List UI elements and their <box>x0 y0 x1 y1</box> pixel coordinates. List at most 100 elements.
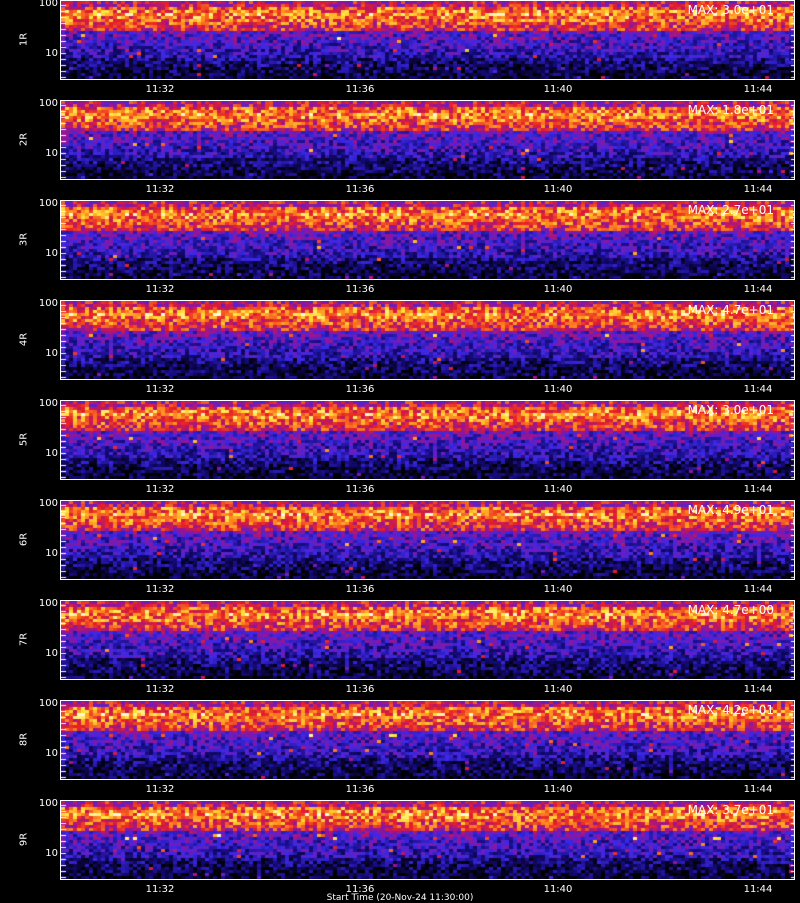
panel-label: 9R <box>18 832 30 847</box>
x-tick-label: 11:44 <box>743 684 773 695</box>
panel-4R: 4R 100 10 MAX: 4.7e+01 11:32 11:36 11:40 11:44 <box>0 298 800 400</box>
x-tick-label: 11:44 <box>743 384 773 395</box>
x-tick-label: 11:44 <box>743 484 773 495</box>
spectrogram-plot: MAX: 2.7e+01 <box>60 200 795 280</box>
x-tick-label: 11:40 <box>543 884 573 895</box>
spectrogram-heatmap <box>61 401 794 479</box>
x-tick-label: 11:44 <box>743 84 773 95</box>
y-tick-label: 10 <box>45 848 58 859</box>
x-axis-title: Start Time (20-Nov-24 11:30:00) <box>326 893 474 903</box>
x-tick-label: 11:36 <box>345 684 375 695</box>
panel-1R: 1R 100 10 MAX: 3.0e+01 11:32 11:36 11:40 11:44 <box>0 0 800 100</box>
panel-5R: 5R 100 10 MAX: 3.0e+01 11:32 11:36 11:40 11:44 <box>0 398 800 500</box>
x-tick-label: 11:36 <box>345 784 375 795</box>
y-tick-label: 100 <box>38 798 58 809</box>
spectrogram-plot: MAX: 4.2e+01 <box>60 700 795 780</box>
spectrogram-plot: MAX: 4.7e+01 <box>60 300 795 380</box>
panel-label: 4R <box>18 332 30 347</box>
x-tick-label: 11:36 <box>345 384 375 395</box>
x-tick-label: 11:32 <box>145 484 175 495</box>
panel-3R: 3R 100 10 MAX: 2.7e+01 11:32 11:36 11:40 11:44 <box>0 198 800 300</box>
x-tick-label: 11:32 <box>145 884 175 895</box>
x-tick-label: 11:44 <box>743 184 773 195</box>
x-tick-label: 11:32 <box>145 184 175 195</box>
x-tick-label: 11:40 <box>543 784 573 795</box>
x-tick-label: 11:36 <box>345 84 375 95</box>
x-tick-label: 11:32 <box>145 684 175 695</box>
spectrogram-heatmap <box>61 1 794 79</box>
spectrogram-plot: MAX: 4.9e+01 <box>60 500 795 580</box>
x-tick-label: 11:40 <box>543 584 573 595</box>
panel-label: 2R <box>18 132 30 147</box>
x-tick-label: 11:44 <box>743 884 773 895</box>
panel-label: 6R <box>18 532 30 547</box>
x-tick-label: 11:44 <box>743 784 773 795</box>
x-tick-label: 11:40 <box>543 84 573 95</box>
x-tick-label: 11:36 <box>345 484 375 495</box>
y-tick-label: 100 <box>38 198 58 209</box>
panel-label: 7R <box>18 632 30 647</box>
spectrogram-plot: MAX: 3.0e+01 <box>60 0 795 80</box>
x-tick-label: 11:36 <box>345 584 375 595</box>
panel-label: 8R <box>18 732 30 747</box>
max-value-label: MAX: 1.8e+01 <box>687 103 774 117</box>
y-tick-label: 10 <box>45 248 58 259</box>
x-tick-label: 11:40 <box>543 184 573 195</box>
x-tick-label: 11:40 <box>543 284 573 295</box>
y-tick-label: 10 <box>45 48 58 59</box>
x-tick-label: 11:36 <box>345 184 375 195</box>
max-value-label: MAX: 4.9e+01 <box>687 503 774 517</box>
spectrogram-heatmap <box>61 501 794 579</box>
spectrogram-plot: MAX: 3.7e+01 <box>60 800 795 880</box>
spectrogram-heatmap <box>61 201 794 279</box>
x-tick-label: 11:32 <box>145 284 175 295</box>
x-tick-label: 11:32 <box>145 384 175 395</box>
spectrogram-plot: MAX: 4.7e+00 <box>60 600 795 680</box>
x-tick-label: 11:44 <box>743 584 773 595</box>
spectrogram-heatmap <box>61 801 794 879</box>
max-value-label: MAX: 4.7e+01 <box>687 303 774 317</box>
panel-2R: 2R 100 10 MAX: 1.8e+01 11:32 11:36 11:40 11:44 <box>0 98 800 200</box>
max-value-label: MAX: 3.7e+01 <box>687 803 774 817</box>
panel-9R: 9R 100 10 MAX: 3.7e+01 11:32 11:36 11:40 11:44 <box>0 798 800 900</box>
y-tick-label: 100 <box>38 498 58 509</box>
y-tick-label: 100 <box>38 298 58 309</box>
y-tick-label: 100 <box>38 598 58 609</box>
x-tick-label: 11:40 <box>543 484 573 495</box>
y-tick-label: 100 <box>38 398 58 409</box>
x-tick-label: 11:40 <box>543 684 573 695</box>
spectrogram-plot: MAX: 3.0e+01 <box>60 400 795 480</box>
y-tick-label: 10 <box>45 748 58 759</box>
panel-label: 1R <box>18 32 30 47</box>
x-tick-label: 11:32 <box>145 584 175 595</box>
y-tick-label: 10 <box>45 648 58 659</box>
spectrogram-heatmap <box>61 601 794 679</box>
spectrogram-heatmap <box>61 301 794 379</box>
x-tick-label: 11:40 <box>543 384 573 395</box>
panel-6R: 6R 100 10 MAX: 4.9e+01 11:32 11:36 11:40 11:44 <box>0 498 800 600</box>
y-tick-label: 10 <box>45 348 58 359</box>
panel-label: 5R <box>18 432 30 447</box>
y-tick-label: 10 <box>45 448 58 459</box>
spectrogram-plot: MAX: 1.8e+01 <box>60 100 795 180</box>
y-tick-label: 100 <box>38 0 58 9</box>
panel-8R: 8R 100 10 MAX: 4.2e+01 11:32 11:36 11:40 11:44 <box>0 698 800 800</box>
x-tick-label: 11:44 <box>743 284 773 295</box>
max-value-label: MAX: 3.0e+01 <box>687 3 774 17</box>
panel-7R: 7R 100 10 MAX: 4.7e+00 11:32 11:36 11:40 11:44 <box>0 598 800 700</box>
panel-label: 3R <box>18 232 30 247</box>
max-value-label: MAX: 3.0e+01 <box>687 403 774 417</box>
max-value-label: MAX: 4.7e+00 <box>687 603 774 617</box>
y-tick-label: 10 <box>45 548 58 559</box>
x-tick-label: 11:36 <box>345 884 375 895</box>
spectrogram-heatmap <box>61 701 794 779</box>
y-tick-label: 100 <box>38 98 58 109</box>
x-tick-label: 11:32 <box>145 84 175 95</box>
max-value-label: MAX: 2.7e+01 <box>687 203 774 217</box>
x-tick-label: 11:32 <box>145 784 175 795</box>
y-tick-label: 10 <box>45 148 58 159</box>
x-tick-label: 11:36 <box>345 284 375 295</box>
y-tick-label: 100 <box>38 698 58 709</box>
max-value-label: MAX: 4.2e+01 <box>687 703 774 717</box>
